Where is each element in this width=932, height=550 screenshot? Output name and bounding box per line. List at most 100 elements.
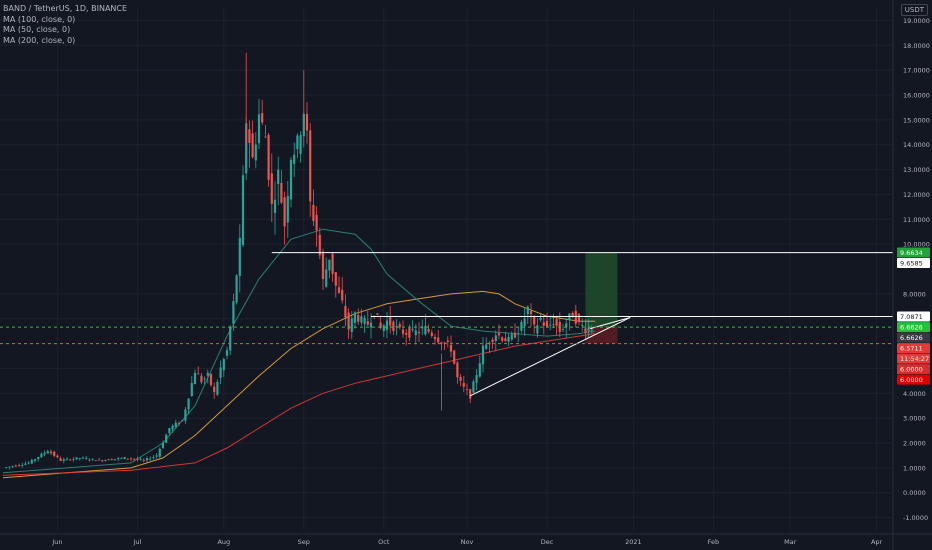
candle-body — [123, 457, 126, 460]
x-tick-label: Apr — [871, 538, 883, 546]
candle-body — [561, 329, 565, 331]
candle-body — [270, 173, 273, 204]
candle-body — [440, 342, 443, 345]
y-tick-label: 2.0000 — [903, 440, 926, 448]
candle-body — [27, 462, 30, 464]
ma200-legend[interactable]: MA (200, close, 0) — [3, 35, 76, 45]
candle-body — [24, 463, 27, 465]
candle-body — [472, 381, 475, 393]
candle-body — [491, 339, 494, 342]
candle-body — [405, 332, 408, 335]
x-tick-label: 2021 — [625, 538, 642, 546]
candle-body — [328, 259, 331, 271]
candle-body — [235, 275, 238, 303]
candle-body — [344, 305, 347, 318]
candle-body — [353, 312, 357, 323]
y-tick-label: -1.0000 — [903, 514, 928, 522]
x-tick-label: Mar — [784, 538, 797, 546]
time-axis[interactable]: Jun Jul Aug Sep Oct Nov Dec 2021 Feb Mar Apr — [0, 533, 932, 546]
candle-body — [200, 375, 203, 383]
ma100-legend[interactable]: MA (100, close, 0) — [3, 14, 76, 24]
candle-body — [437, 337, 440, 343]
candle-body — [257, 114, 261, 144]
candle-body — [21, 465, 24, 466]
candle-body — [414, 330, 417, 336]
candle-body — [481, 345, 485, 365]
candle-body — [88, 459, 91, 461]
candle-body — [267, 134, 270, 180]
candle-body — [501, 337, 504, 341]
y-tick-label: 17.0000 — [903, 67, 930, 75]
candle-body — [241, 175, 245, 246]
candle-body — [193, 372, 197, 385]
candle-body — [197, 373, 200, 375]
candle-body — [181, 420, 184, 422]
candle-body — [33, 459, 37, 461]
candle-body — [312, 204, 315, 221]
candle-body — [30, 459, 33, 464]
candle-body — [136, 458, 139, 460]
candle-body — [264, 136, 267, 138]
candle-body — [462, 382, 465, 387]
candle-body — [113, 459, 117, 460]
candle-body — [376, 313, 379, 315]
candle-body — [261, 112, 264, 123]
candle-body — [209, 373, 213, 386]
price-axis[interactable]: 19.0000 18.0000 17.0000 16.0000 15.0000 14.00… — [892, 0, 930, 550]
candle-body — [520, 321, 523, 331]
candle-body — [488, 342, 491, 345]
price-tag — [897, 258, 930, 269]
price-tag — [897, 311, 930, 322]
candle-body — [325, 269, 328, 287]
candle-body — [254, 144, 257, 161]
candle-body — [504, 338, 507, 342]
candle-body — [101, 460, 104, 462]
candle-body — [5, 467, 8, 468]
candle-body — [171, 425, 174, 430]
price-tag — [897, 343, 930, 354]
y-tick-label: 0.0000 — [903, 489, 926, 497]
ma-line — [2, 228, 596, 474]
stop-zone — [585, 327, 618, 344]
candle-body — [478, 363, 481, 377]
chart-legend: BAND / TetherUS, 1D, BINANCE MA (100, cl… — [3, 4, 127, 46]
candle-body — [53, 451, 56, 456]
candle-body — [46, 451, 49, 454]
candle-body — [523, 318, 526, 327]
candle-body — [238, 237, 241, 276]
candle-body — [165, 434, 168, 443]
candle-body — [251, 133, 254, 158]
candle-body — [395, 326, 398, 327]
drawn-annotations — [0, 252, 893, 397]
x-tick-label: Jul — [132, 538, 141, 546]
candle-body — [69, 459, 72, 461]
candle-body — [401, 329, 405, 334]
candle-body — [177, 422, 181, 424]
candle-body — [382, 325, 385, 332]
candle-body — [91, 458, 94, 460]
price-tags: 9.6634 9.6585 7.0871 6.6626 6.6626 6.5711 11:5… — [897, 247, 930, 385]
candle-body — [494, 335, 497, 341]
candle-body — [398, 324, 401, 328]
candle-body — [318, 234, 321, 256]
candle-body — [529, 311, 533, 315]
y-tick-label: 12.0000 — [903, 191, 930, 199]
price-tag — [897, 247, 930, 258]
candle-body — [433, 336, 437, 340]
y-tick-label: 8.0000 — [903, 290, 926, 298]
candle-body — [571, 312, 574, 318]
candle-body — [133, 458, 136, 460]
x-tick-label: Jun — [51, 538, 62, 546]
candle-body — [469, 389, 472, 399]
candle-body — [203, 378, 206, 380]
candle-body — [62, 459, 65, 461]
candle-body — [347, 312, 350, 330]
ma50-legend[interactable]: MA (50, close, 0) — [3, 25, 71, 34]
currency-badge[interactable]: USDT — [900, 4, 928, 16]
candle-body — [174, 422, 177, 428]
candle-body — [539, 317, 542, 320]
candle-body — [168, 428, 171, 434]
price-tag — [897, 322, 930, 333]
symbol-title[interactable]: BAND / TetherUS, 1D, BINANCE — [3, 4, 128, 13]
